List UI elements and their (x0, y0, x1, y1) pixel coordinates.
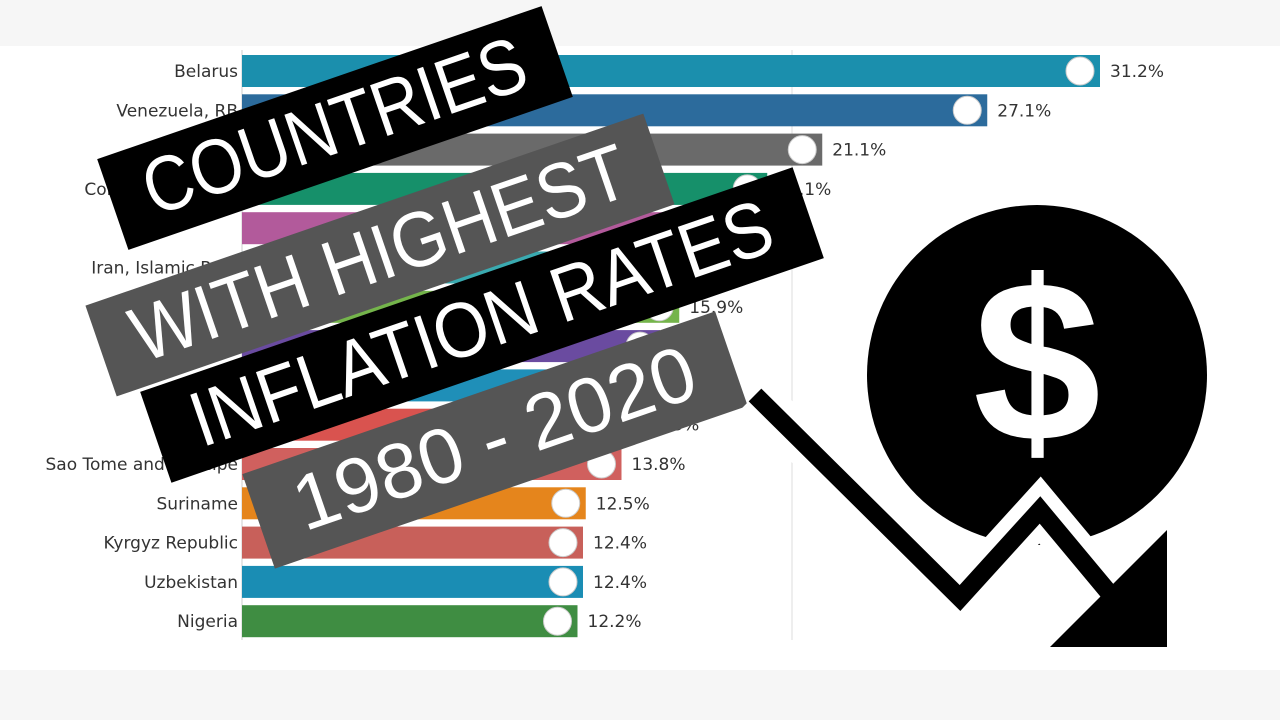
value-label: 12.4% (593, 534, 647, 554)
arrow-head (1050, 530, 1167, 647)
category-label: Kyrgyz Republic (104, 534, 239, 554)
flag (543, 606, 572, 636)
banner-box (140, 167, 824, 483)
coin (867, 205, 1207, 545)
dollar-sign: $ (973, 233, 1101, 490)
flag (548, 567, 578, 597)
bar (242, 565, 583, 598)
bar (242, 605, 578, 638)
value-label: 13.8% (632, 455, 686, 475)
value-label: 12.2% (588, 612, 642, 632)
flag (787, 135, 817, 165)
flag (1065, 56, 1095, 86)
category-label: Belarus (174, 62, 238, 82)
flag (548, 528, 578, 558)
value-label: 12.5% (596, 494, 650, 514)
category-label: Nigeria (177, 612, 238, 632)
value-label: 27.1% (997, 101, 1051, 121)
value-label: 21.1% (832, 141, 886, 161)
dollar-icon: $ (739, 205, 1207, 647)
banner-box (97, 6, 573, 250)
value-label: 12.4% (593, 573, 647, 593)
banner-box (242, 311, 748, 569)
value-label: 15.9% (689, 298, 743, 318)
category-label: Suriname (157, 494, 239, 514)
arrow-line (748, 388, 1122, 612)
flag (952, 95, 982, 125)
category-label: Venezuela, RB (116, 101, 238, 121)
value-label: 31.2% (1110, 62, 1164, 82)
category-label: Uzbekistan (144, 573, 238, 593)
flag (551, 488, 581, 518)
banner-box (85, 113, 675, 397)
